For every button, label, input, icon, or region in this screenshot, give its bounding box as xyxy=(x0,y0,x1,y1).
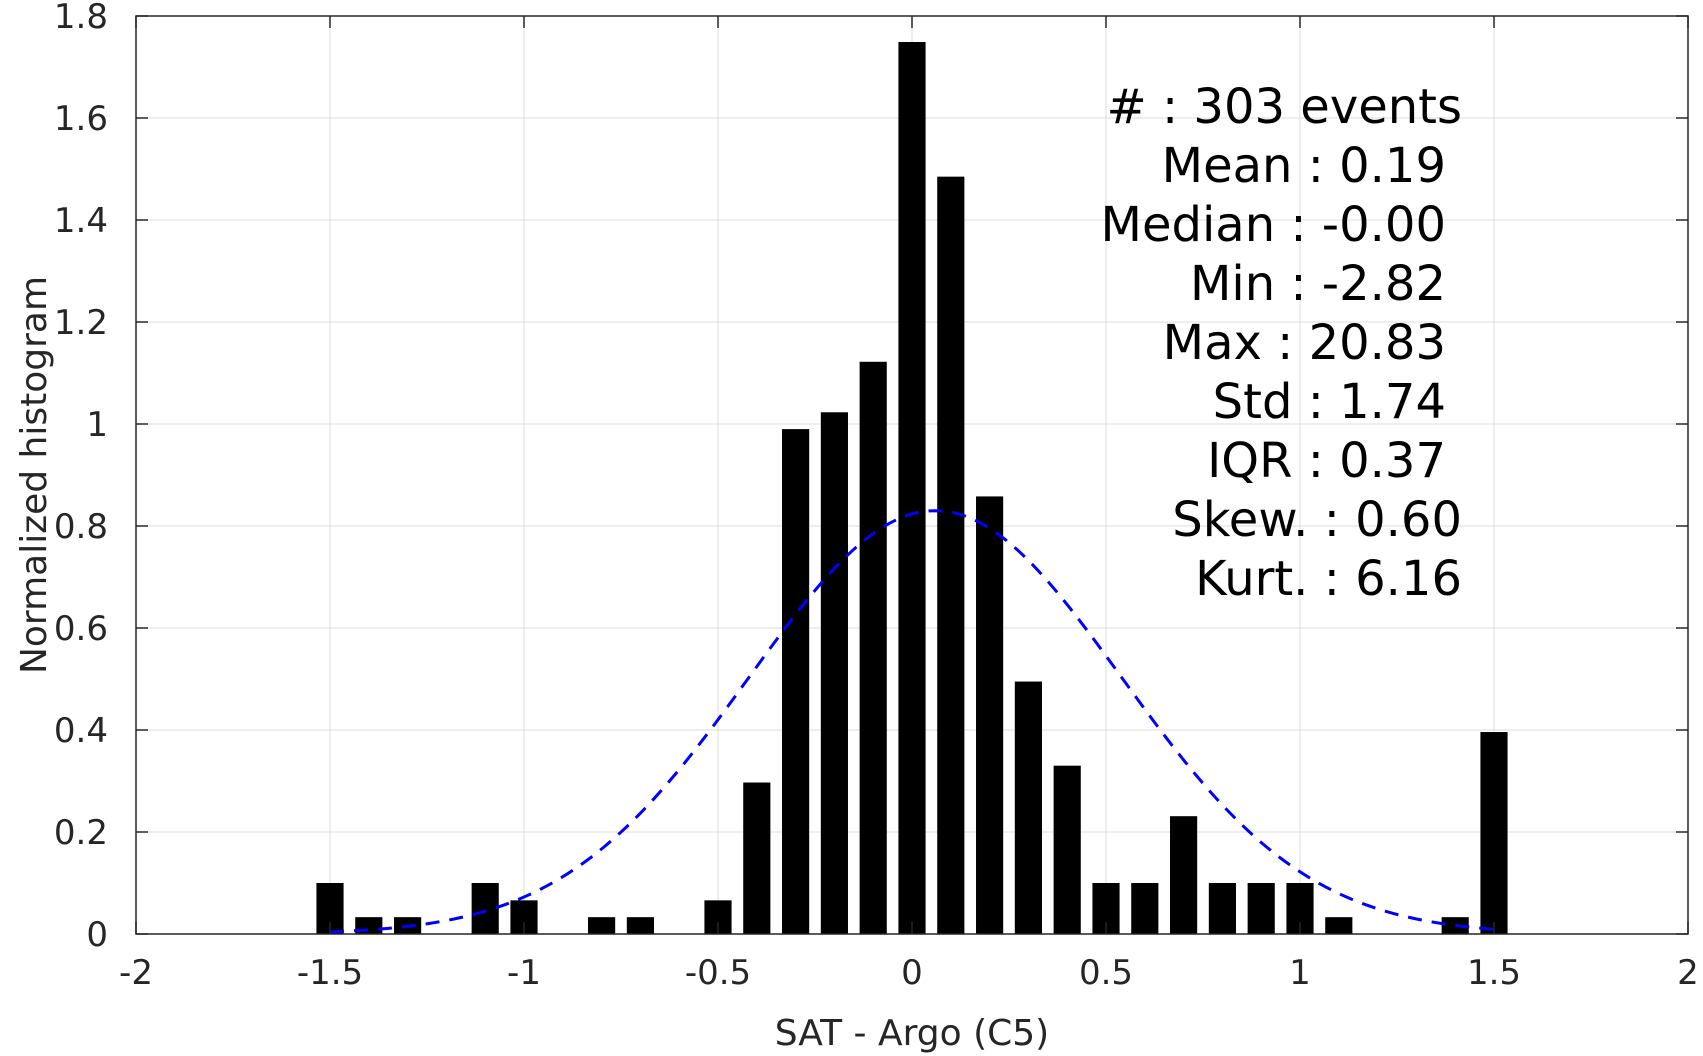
stat-line: Kurt. : 6.16 xyxy=(1195,551,1462,607)
y-tick-label: 1.4 xyxy=(54,201,108,241)
histogram-bar xyxy=(820,412,848,934)
y-tick-labels: 0 0.2 0.4 0.6 0.8 1 1.2 1.4 1.6 1.8 xyxy=(54,0,108,955)
histogram-bar xyxy=(626,917,654,934)
histogram-bar xyxy=(1441,917,1469,934)
histogram-bar xyxy=(1208,883,1236,934)
stat-line: Min : -2.82 xyxy=(1190,256,1446,312)
histogram-bar xyxy=(898,42,926,934)
y-tick-label: 1.6 xyxy=(54,99,108,139)
histogram-bar xyxy=(471,883,499,934)
y-tick-label: 0.4 xyxy=(54,711,108,751)
histogram-bar xyxy=(743,782,771,934)
histogram-bar xyxy=(1480,732,1508,934)
x-tick-label: 1.5 xyxy=(1467,953,1521,993)
histogram-bar xyxy=(1247,883,1275,934)
y-tick-label: 1.2 xyxy=(54,303,108,343)
x-axis-label: SAT - Argo (C5) xyxy=(775,1013,1049,1054)
histogram-bar xyxy=(588,917,616,934)
stat-line: Mean : 0.19 xyxy=(1162,138,1446,194)
y-tick-label: 0 xyxy=(86,915,108,955)
x-tick-label: 0.5 xyxy=(1079,953,1133,993)
axis-ticks xyxy=(135,15,1689,935)
y-tick-label: 1 xyxy=(86,405,108,445)
y-tick-label: 0.8 xyxy=(54,507,108,547)
histogram-bar xyxy=(1131,883,1159,934)
histogram-bar xyxy=(937,176,965,934)
histogram-bar xyxy=(782,429,810,934)
y-tick-label: 1.8 xyxy=(54,0,108,37)
x-tick-label: 0 xyxy=(901,953,923,993)
stat-line: Std : 1.74 xyxy=(1213,374,1446,430)
histogram-bar xyxy=(859,361,887,934)
normal-fit-curve xyxy=(329,509,1495,934)
x-tick-label: -1.5 xyxy=(297,953,363,993)
histogram-bar xyxy=(1053,765,1081,934)
x-tick-label: -1 xyxy=(507,953,541,993)
stat-line: IQR : 0.37 xyxy=(1207,433,1446,489)
histogram-bars xyxy=(316,42,1508,934)
x-tick-label: -0.5 xyxy=(685,953,751,993)
histogram-bar xyxy=(1014,681,1042,934)
y-tick-label: 0.6 xyxy=(54,609,108,649)
stat-line: Max : 20.83 xyxy=(1163,315,1446,371)
stat-line: Skew. : 0.60 xyxy=(1172,492,1462,548)
stat-line: Median : -0.00 xyxy=(1101,197,1446,253)
x-tick-label: 2 xyxy=(1677,953,1699,993)
histogram-bar xyxy=(1325,917,1353,934)
y-tick-label: 0.2 xyxy=(54,813,108,853)
x-tick-label: -2 xyxy=(119,953,153,993)
x-tick-label: 1 xyxy=(1289,953,1311,993)
y-axis-label: Normalized histogram xyxy=(14,276,55,674)
histogram-bar xyxy=(1170,816,1198,934)
x-tick-labels: -2 -1.5 -1 -0.5 0 0.5 1 1.5 2 xyxy=(119,953,1699,993)
histogram-bar xyxy=(976,496,1004,934)
stat-line: # : 303 events xyxy=(1107,79,1463,135)
